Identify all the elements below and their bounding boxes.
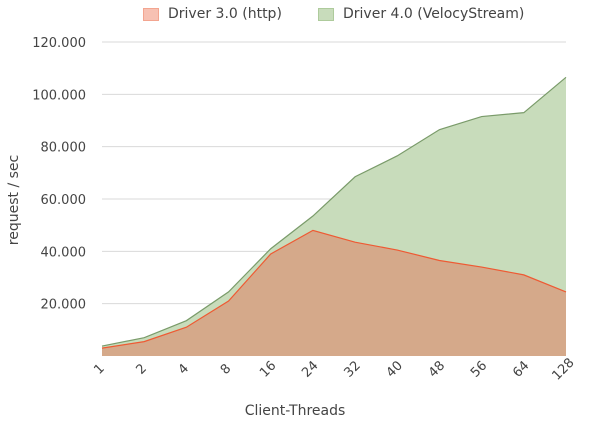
legend-swatch-driver-4 <box>318 7 334 21</box>
x-tick-label: 1 <box>91 361 107 377</box>
y-axis-label: request / sec <box>6 154 22 246</box>
legend-label-driver-4: Driver 4.0 (VelocyStream) <box>343 6 525 22</box>
y-tick-label: 60.000 <box>41 193 87 208</box>
y-tick-label: 100.000 <box>32 88 86 103</box>
x-tick-label: 128 <box>549 355 577 383</box>
legend-label-driver-3: Driver 3.0 (http) <box>168 6 282 22</box>
legend-swatch-driver-3 <box>143 7 159 21</box>
x-tick-label: 2 <box>133 361 149 377</box>
area-driver-3 <box>102 230 566 356</box>
y-tick-label: 20.000 <box>41 298 87 313</box>
x-tick-label: 48 <box>426 358 448 380</box>
x-tick-label: 56 <box>468 358 490 380</box>
y-tick-label: 40.000 <box>41 245 87 260</box>
line-driver-3 <box>101 229 567 349</box>
x-tick-label: 16 <box>257 358 279 380</box>
legend: Driver 3.0 (http) Driver 4.0 (VelocyStre… <box>0 6 590 28</box>
x-tick-label: 8 <box>218 361 234 377</box>
x-tick-label: 32 <box>341 358 363 380</box>
x-tick-label: 4 <box>176 361 192 377</box>
x-axis-label: Client-Threads <box>244 403 346 419</box>
legend-item-driver-3[interactable]: Driver 3.0 (http) <box>143 6 282 22</box>
y-tick-label: 120.000 <box>32 36 86 51</box>
x-tick-label: 64 <box>510 358 532 380</box>
legend-item-driver-4[interactable]: Driver 4.0 (VelocyStream) <box>318 6 524 22</box>
x-tick-label: 40 <box>384 358 406 380</box>
y-tick-label: 80.000 <box>41 141 87 156</box>
x-tick-label: 24 <box>299 358 321 380</box>
line-driver-4 <box>101 76 567 347</box>
